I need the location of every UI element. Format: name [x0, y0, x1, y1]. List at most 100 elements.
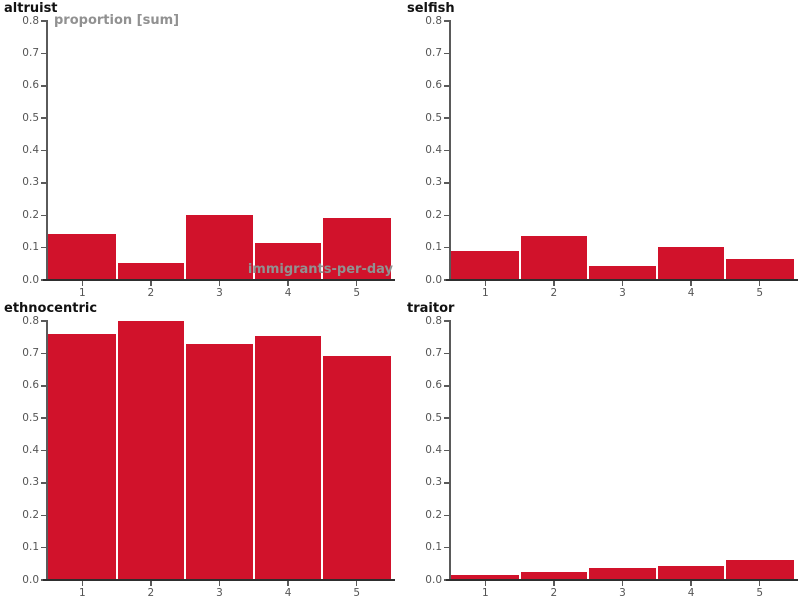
- x-tick-label: 4: [687, 587, 695, 599]
- x-tick: [553, 281, 555, 286]
- y-tick: [444, 417, 449, 419]
- plot-area-ethnocentric: 0.0 0.1 0.2 0.3 0.4 0.5 0.6 0.7 0.8 1 2 3 4 5: [0, 300, 403, 600]
- panel-selfish: 0.0 0.1 0.2 0.3 0.4 0.5 0.6 0.7 0.8 1 2 3 4 5 selfish: [403, 0, 805, 300]
- y-tick-label: 0.1: [425, 241, 442, 254]
- x-tick: [621, 581, 624, 586]
- y-tick: [444, 482, 449, 484]
- x-tick: [484, 581, 487, 586]
- bar-2: [117, 263, 185, 279]
- x-tick: [621, 281, 624, 286]
- y-tick-label: 0.7: [425, 46, 442, 59]
- panel-ethnocentric: 0.0 0.1 0.2 0.3 0.4 0.5 0.6 0.7 0.8 1 2 3 4 5 ethnoce…: [0, 300, 403, 600]
- x-axis-line: [446, 279, 798, 281]
- y-tick: [41, 320, 46, 322]
- panel-title-traitor: traitor: [407, 301, 455, 316]
- x-tick: [690, 281, 692, 286]
- bar-4: [254, 243, 322, 279]
- y-tick: [444, 214, 449, 216]
- bar-2: [520, 235, 588, 279]
- y-tick-label: 0.4: [425, 144, 442, 156]
- y-tick-label: 0.8: [425, 14, 442, 27]
- panel-altruist: 0.0 0.1 0.2 0.3 0.4 0.5 0.6 0.7 0.8 1 2 3 4 5 proporti…: [0, 0, 403, 300]
- x-tick-label: 5: [353, 587, 361, 599]
- y-tick: [41, 546, 46, 549]
- x-tick: [484, 281, 487, 286]
- y-tick: [41, 417, 46, 419]
- x-tick-label: 2: [550, 587, 558, 599]
- y-axis-line: [46, 20, 48, 281]
- y-axis-line: [46, 320, 48, 581]
- x-tick: [287, 281, 289, 286]
- y-tick-label: 0.0: [22, 273, 39, 286]
- x-tick: [355, 281, 358, 286]
- y-tick: [41, 385, 46, 387]
- y-tick-label: 0.3: [22, 176, 39, 189]
- y-tick: [41, 149, 46, 152]
- x-tick: [553, 581, 555, 586]
- y-tick-label: 0.6: [425, 379, 442, 392]
- y-tick: [41, 514, 46, 516]
- y-tick: [444, 117, 449, 119]
- bar-4: [254, 335, 322, 579]
- y-tick-label: 0.6: [22, 379, 39, 392]
- y-tick-label: 0.7: [425, 346, 442, 359]
- y-tick: [444, 352, 449, 355]
- y-tick: [444, 182, 449, 184]
- bar-1: [48, 333, 116, 579]
- y-tick-label: 0.8: [22, 14, 39, 27]
- y-tick-label: 0.0: [22, 573, 39, 586]
- y-tick: [41, 182, 46, 184]
- x-tick-label: 5: [756, 287, 764, 299]
- x-tick-label: 2: [550, 287, 558, 299]
- y-tick: [41, 449, 46, 452]
- x-tick: [355, 581, 358, 586]
- y-tick: [41, 214, 46, 216]
- bar-3: [589, 568, 656, 579]
- y-axis-title: proportion [sum]: [54, 13, 180, 28]
- x-axis-line: [43, 279, 395, 281]
- x-tick: [287, 581, 289, 586]
- y-tick-label: 0.2: [22, 208, 39, 221]
- x-tick-label: 1: [78, 287, 86, 299]
- panel-title-altruist: altruist: [4, 1, 58, 16]
- y-tick: [444, 546, 449, 549]
- x-tick-label: 4: [284, 587, 292, 599]
- y-tick-label: 0.6: [22, 79, 39, 92]
- y-tick: [444, 246, 449, 249]
- x-tick-label: 4: [284, 287, 292, 299]
- y-tick: [444, 149, 449, 152]
- x-tick-label: 3: [619, 287, 626, 299]
- panel-title-selfish: selfish: [407, 1, 455, 16]
- x-tick: [758, 581, 761, 586]
- y-tick-label: 0.8: [22, 314, 39, 327]
- x-tick-label: 2: [147, 587, 155, 599]
- y-tick: [41, 352, 46, 355]
- y-tick-label: 0.5: [425, 411, 442, 424]
- bar-5: [323, 356, 391, 579]
- x-axis-title: immigrants-per-day: [247, 262, 393, 277]
- bar-3: [186, 215, 253, 279]
- y-tick-label: 0.3: [22, 476, 39, 489]
- y-tick-label: 0.1: [22, 241, 39, 254]
- x-axis-line: [446, 579, 798, 581]
- x-tick-label: 1: [481, 287, 489, 299]
- y-tick: [41, 20, 46, 22]
- y-tick-label: 0.4: [425, 444, 442, 456]
- y-tick-label: 0.2: [425, 208, 442, 221]
- panel-traitor: 0.0 0.1 0.2 0.3 0.4 0.5 0.6 0.7 0.8 1 2 3 4 5 traitor: [403, 300, 805, 600]
- bar-1: [48, 233, 116, 279]
- x-tick: [690, 581, 692, 586]
- y-tick-label: 0.0: [425, 273, 442, 286]
- x-tick-label: 1: [481, 587, 489, 599]
- x-tick-label: 4: [687, 287, 695, 299]
- bar-5: [726, 559, 794, 579]
- y-tick-label: 0.1: [425, 541, 442, 554]
- x-tick: [81, 581, 84, 586]
- y-tick: [444, 85, 449, 87]
- panel-title-ethnocentric: ethnocentric: [4, 301, 98, 316]
- x-tick-label: 3: [216, 587, 223, 599]
- x-tick-label: 1: [78, 587, 86, 599]
- x-tick: [150, 581, 152, 586]
- y-tick: [41, 117, 46, 119]
